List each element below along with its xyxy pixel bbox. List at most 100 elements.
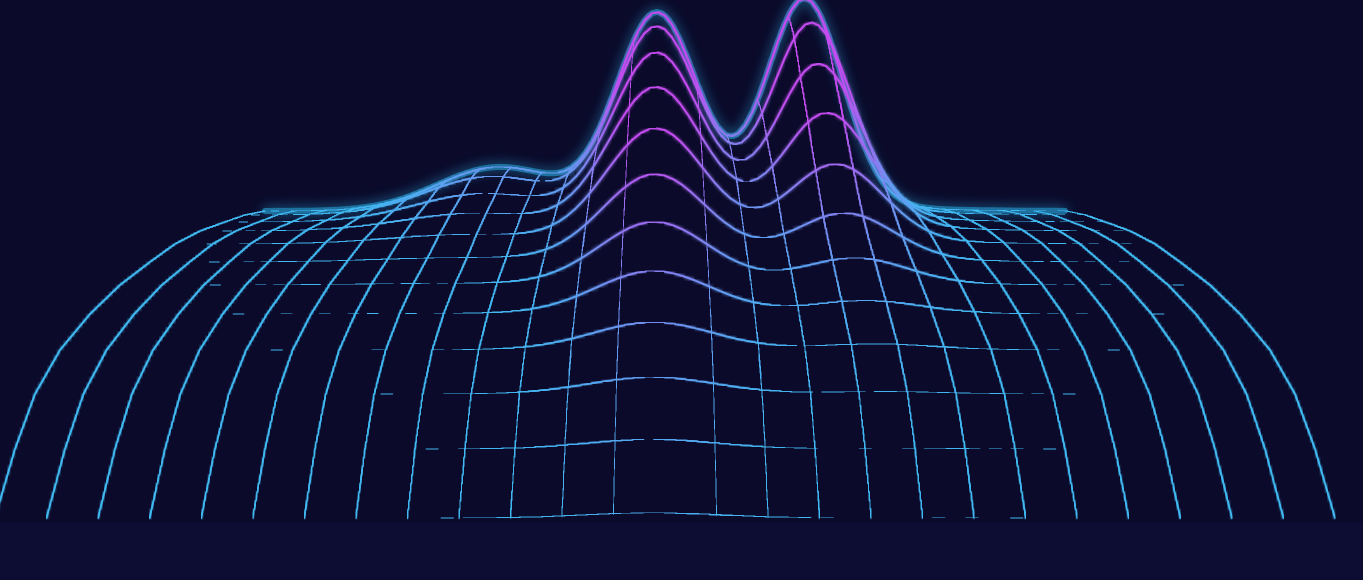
grid-column-line [1231,365,1236,373]
grid-row-line [502,193,512,196]
grid-column-line [124,406,129,416]
grid-row-line [573,334,586,339]
grid-column-line [201,499,206,511]
grid-column-line [515,426,518,435]
grid-column-line [511,481,514,493]
grid-row-line [634,58,644,70]
grid-column-line [1257,427,1262,437]
grid-row-line [917,224,928,231]
grid-row-line [612,94,622,112]
grid-column-line [1171,482,1176,494]
grid-column-line [138,371,144,379]
grid-row-line [543,341,556,346]
grid-row-line [818,24,827,36]
grid-row-line [720,134,729,143]
grid-column-line [1301,413,1306,423]
grid-row-line [574,199,585,210]
grid-column-line [1220,473,1225,485]
grid-row-line [378,211,388,215]
grid-row-line [819,111,829,116]
grid-row-line [684,50,693,70]
grid-row-line [854,256,866,260]
grid-row-line [346,225,356,229]
grid-row-line [741,134,750,144]
grid-row-line [598,125,608,143]
grid-row-line [620,438,634,442]
grid-row-line [896,194,907,205]
grid-row-line [546,190,556,196]
grid-column-line [896,343,900,352]
grid-row-line [533,227,544,233]
grid-column-line [512,464,515,475]
grid-column-line [1148,393,1153,402]
grid-row-line [394,236,405,239]
grid-row-line [664,321,677,325]
grid-row-line [595,204,606,216]
grid-column-line [1316,456,1321,468]
grid-column-line [818,508,821,519]
grid-column-line [569,349,572,358]
grid-column-line [1117,465,1122,476]
grid-row-line [523,446,536,449]
grid-row-line [809,261,821,266]
grid-column-line [1007,413,1011,423]
grid-column-line [177,393,182,402]
grid-row-line [650,11,660,15]
grid-row-line [633,91,643,102]
grid-row-line [836,257,848,261]
grid-row-line [811,21,820,27]
grid-row-line [615,147,626,160]
grid-column-line [510,499,513,510]
grid-column-line [150,499,155,511]
grid-column-line [274,393,279,402]
grid-row-line [684,324,697,330]
grid-row-line [547,204,558,210]
grid-row-line [357,206,366,209]
grid-column-line [1162,441,1166,450]
grid-column-line [959,419,963,429]
grid-row-line [447,181,456,186]
grid-column-line [141,365,147,373]
grid-column-line [205,482,210,494]
grid-column-line [1056,413,1060,423]
grid-row-line [541,224,552,230]
grid-column-line [1209,434,1214,444]
grid-column-line [203,491,208,502]
grid-row-line [585,513,599,516]
grid-row-line [563,192,573,202]
grid-column-line [136,376,141,384]
grid-row-line [780,144,790,157]
grid-column-line [1003,392,1007,402]
floor-band [0,522,1363,580]
grid-row-line [370,212,380,216]
grid-column-line [323,209,328,212]
grid-column-line [193,354,199,362]
grid-column-line [568,362,571,371]
grid-row-line [791,265,803,270]
grid-column-line [811,419,815,429]
grid-row-line [672,134,683,144]
grid-row-line [348,216,358,220]
grid-column-line [960,426,964,436]
grid-column-line [367,420,371,430]
grid-row-line [569,228,581,238]
grid-row-line [732,227,744,235]
grid-row-line [664,129,675,137]
grid-column-line [207,473,211,485]
grid-column-line [1194,387,1200,395]
grid-column-line [114,441,119,450]
grid-column-line [189,365,194,373]
grid-column-line [55,349,61,357]
grid-column-line [214,441,218,450]
grid-row-line [603,196,615,207]
grid-row-line [800,263,812,268]
grid-column-line [116,434,121,444]
grid-row-line [715,214,727,224]
grid-row-line [673,272,686,278]
grid-row-line [520,308,532,312]
grid-row-line [470,168,480,173]
grid-column-line [967,473,971,485]
grid-row-line [900,211,911,221]
grid-column-line [169,420,174,430]
grid-column-line [1245,393,1250,402]
